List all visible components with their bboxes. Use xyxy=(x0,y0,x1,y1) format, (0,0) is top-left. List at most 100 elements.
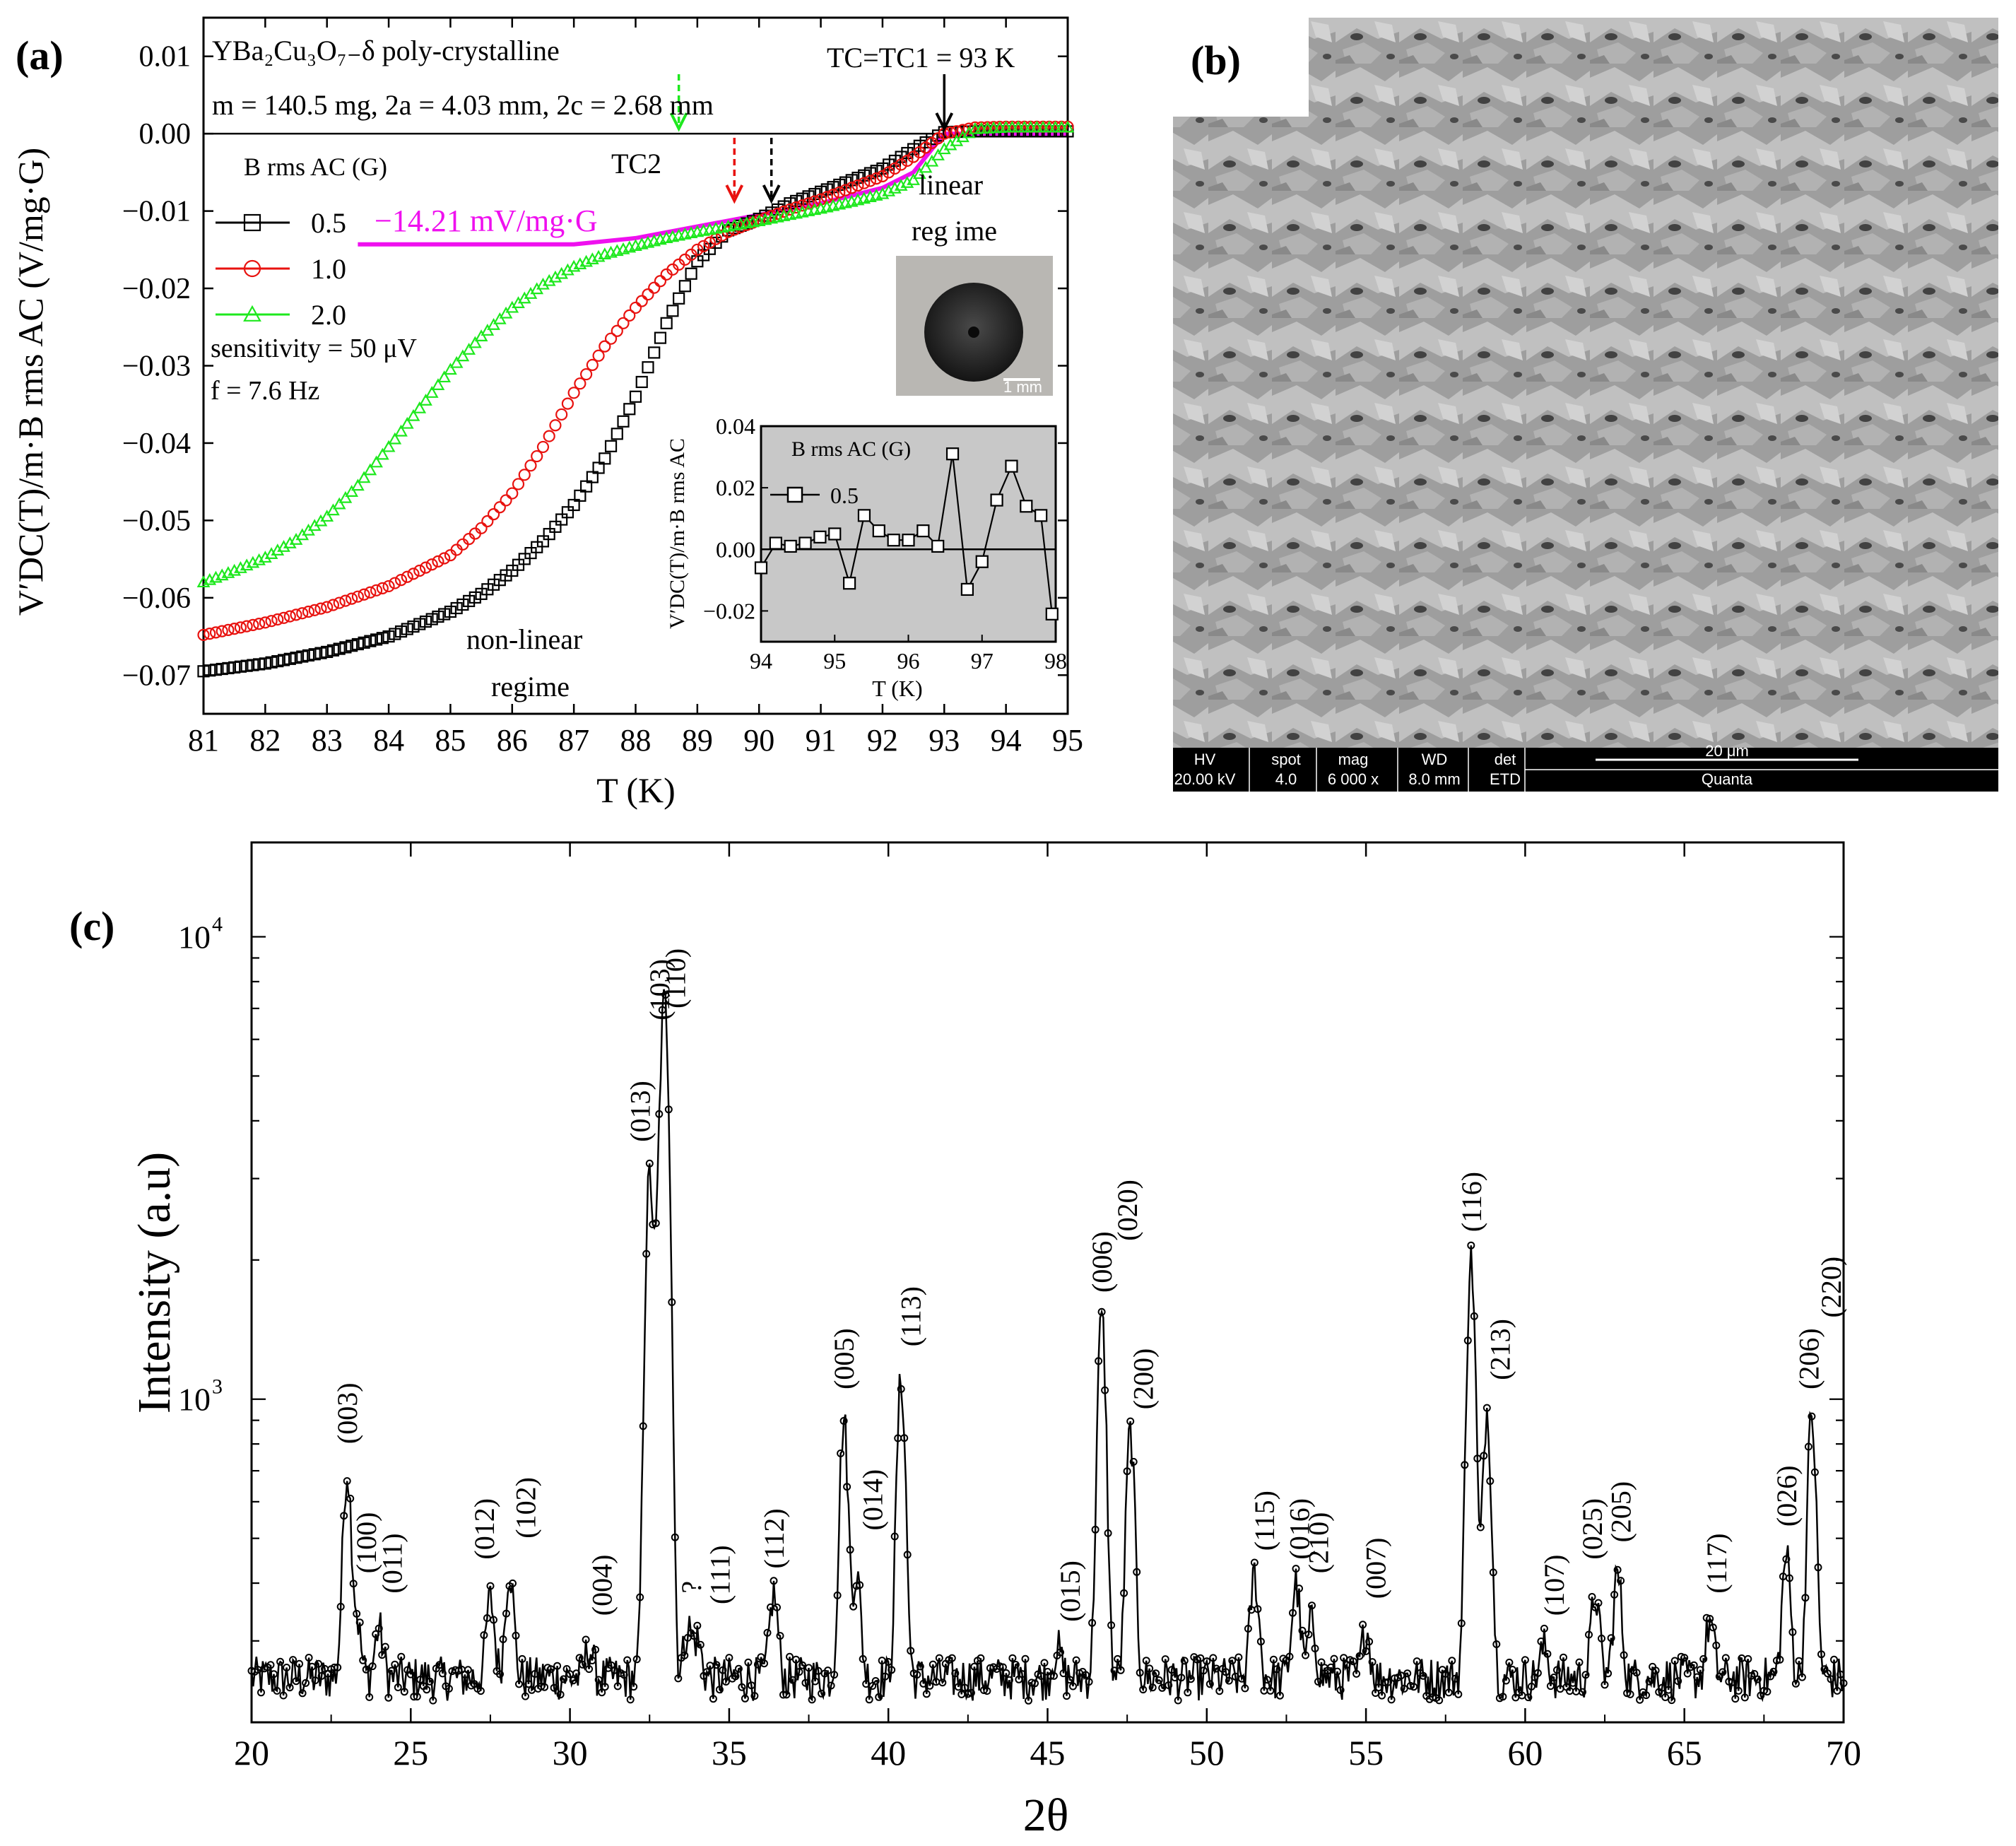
data-point xyxy=(432,555,444,568)
xrd-data-point xyxy=(1384,1678,1393,1686)
xrd-data-point xyxy=(948,1654,956,1662)
data-point xyxy=(919,160,933,173)
xrd-data-point xyxy=(1273,1665,1281,1674)
xrd-data-point xyxy=(381,1642,389,1651)
xrd-peak-label: (014) xyxy=(857,1469,889,1531)
xrd-data-point xyxy=(257,1688,265,1697)
data-point xyxy=(493,501,506,514)
xrd-data-point xyxy=(1266,1686,1275,1695)
data-point xyxy=(376,632,389,645)
data-point xyxy=(654,331,667,344)
xrd-data-point xyxy=(658,1006,666,1014)
xrd-data-point xyxy=(397,1652,406,1661)
inset-data-point xyxy=(916,524,930,538)
xrd-data-point xyxy=(1626,1690,1634,1698)
xrd-data-point xyxy=(1429,1693,1437,1701)
xrd-data-point xyxy=(900,1434,909,1442)
panel-a-x-title: T (K) xyxy=(596,770,676,810)
panel-a-y-axis: 0.01 0.00 −0.01 −0.02 −0.03 −0.04 −0.05 −0.06 −0… xyxy=(122,41,1068,692)
xrd-data-point xyxy=(1744,1654,1752,1663)
sem-scale-label: 20 μm xyxy=(1705,742,1749,760)
inset-y-tick-label: 0.00 xyxy=(716,536,755,562)
xrd-data-point xyxy=(1133,1568,1141,1576)
xrd-peak-label: (113) xyxy=(895,1286,927,1346)
data-point xyxy=(333,596,346,609)
data-point xyxy=(382,580,395,593)
y-tick-label: 0.00 xyxy=(139,118,191,151)
data-point xyxy=(802,197,815,210)
xrd-data-point xyxy=(1808,1412,1816,1421)
xrd-data-point xyxy=(1560,1653,1567,1662)
data-point xyxy=(302,605,315,618)
xrd-data-point xyxy=(572,1669,581,1678)
xrd-data-point xyxy=(1740,1693,1749,1702)
xrd-data-point xyxy=(786,1652,794,1661)
data-point xyxy=(326,644,340,657)
panel-a-sensitivity: sensitivity = 50 μV xyxy=(211,334,418,363)
xrd-data-point xyxy=(302,1679,310,1687)
xrd-data-point xyxy=(1489,1568,1497,1577)
xrd-data-point xyxy=(1546,1682,1555,1691)
xrd-data-point xyxy=(977,1654,985,1662)
xrd-data-point xyxy=(1824,1669,1832,1678)
xrd-data-point xyxy=(499,1635,507,1643)
inset-data-point xyxy=(975,555,989,568)
inset-data-point xyxy=(902,534,915,547)
x-tick-label: 81 xyxy=(188,723,219,758)
data-point xyxy=(678,280,691,293)
xrd-data-point xyxy=(1285,1652,1294,1661)
xrd-data-point xyxy=(1215,1687,1224,1695)
xrd-data-point xyxy=(1107,1621,1116,1630)
xrd-data-point xyxy=(1448,1657,1456,1665)
xrd-data-point xyxy=(1352,1669,1361,1678)
data-point xyxy=(666,305,679,317)
inset-data-point xyxy=(1020,500,1033,513)
inset-data-point xyxy=(945,447,960,461)
xrd-peak-label: (026) xyxy=(1771,1465,1803,1527)
xrd-peak-label: (007) xyxy=(1360,1538,1392,1599)
xrd-data-point xyxy=(1304,1630,1313,1639)
data-point xyxy=(438,552,451,565)
xrd-x-tick-label: 55 xyxy=(1348,1733,1384,1772)
panel-b-sem: (b) HV 20.00 kV spot 4.0 mag 6 000 x WD 8.0 mm d… xyxy=(1173,18,1998,792)
data-point xyxy=(592,349,605,362)
xrd-data-point xyxy=(550,1683,558,1692)
x-tick-label: 86 xyxy=(497,723,528,758)
data-point xyxy=(604,440,618,452)
xrd-data-point xyxy=(1406,1681,1415,1690)
xrd-data-point xyxy=(1114,1654,1122,1663)
xrd-data-point xyxy=(444,1684,453,1693)
xrd-data-point xyxy=(1645,1677,1654,1686)
data-point xyxy=(901,154,914,167)
data-point xyxy=(456,349,470,362)
inset-legend-title: B rms AC (G) xyxy=(791,437,911,461)
xrd-data-point xyxy=(938,1679,947,1687)
xrd-peak-label: (102) xyxy=(510,1477,542,1539)
data-point xyxy=(358,636,370,649)
sem-info-fields: HV 20.00 kV spot 4.0 mag 6 000 x WD 8.0 mm det ET… xyxy=(1174,748,1998,792)
xrd-data-point xyxy=(671,1533,679,1541)
y-tick-label: −0.03 xyxy=(122,351,191,383)
xrd-data-point xyxy=(410,1693,418,1701)
xrd-data-point xyxy=(1550,1674,1558,1681)
legend-marker xyxy=(243,213,261,232)
xrd-data-point xyxy=(547,1665,555,1674)
xrd-data-point xyxy=(553,1662,562,1670)
data-point xyxy=(326,503,340,516)
data-point xyxy=(419,615,432,628)
xrd-data-point xyxy=(1457,1619,1466,1628)
data-point xyxy=(543,430,555,442)
xrd-data-point xyxy=(1699,1654,1708,1663)
xrd-data-point xyxy=(292,1677,300,1686)
xrd-data-point xyxy=(696,1640,705,1649)
xrd-data-point xyxy=(1814,1563,1822,1572)
y-tick-label: −0.01 xyxy=(122,196,191,228)
xrd-peak-label: (111) xyxy=(704,1545,736,1604)
data-point xyxy=(425,558,438,571)
xrd-data-point xyxy=(1097,1307,1106,1316)
xrd-data-point xyxy=(792,1655,800,1664)
xrd-x-tick-label: 25 xyxy=(393,1733,428,1772)
panel-a-chart: (a) 81 82 83 84 85 86 87 88 89 90 91 92 93 94 95 0.010… xyxy=(11,16,1083,810)
data-point xyxy=(271,613,284,626)
data-point xyxy=(394,625,408,638)
